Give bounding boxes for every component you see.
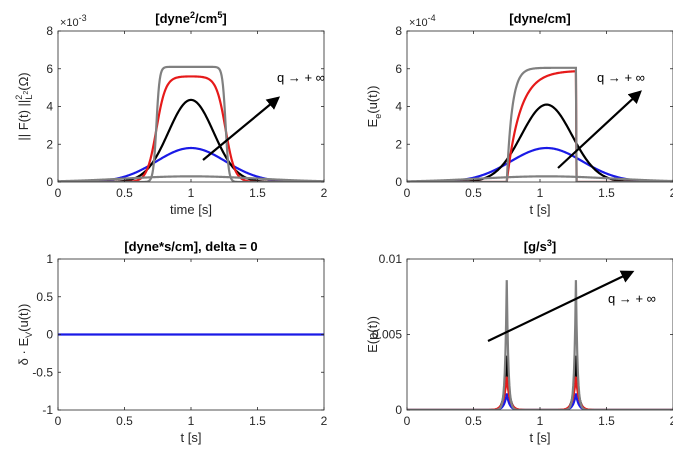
chart-title: [g/s3] — [524, 238, 556, 254]
series-line-3 — [407, 70, 673, 182]
x-tick-label: 0.5 — [116, 414, 133, 428]
y-axis-label: E(p(t)) — [365, 316, 380, 353]
x-axis-label: t [s] — [530, 202, 551, 217]
y-axis-label: δ · EV(u(t)) — [16, 304, 34, 366]
x-tick-label: 1.5 — [598, 186, 615, 200]
x-tick-label: 2 — [670, 186, 673, 200]
annotation-label: q → + ∞ — [597, 70, 645, 85]
chart-title: [dyne/cm] — [509, 11, 570, 26]
chart-panel-4: 0 0.5 1 1.5 2 0 0.005 0.01 [g/s3] t [s] E(p(t)) q →… — [365, 238, 673, 445]
series-line-2 — [58, 98, 324, 182]
y-tick-label: 0.5 — [36, 290, 53, 304]
x-tick-label: 1.5 — [249, 186, 266, 200]
y-tick-label: 8 — [46, 24, 53, 38]
annotation-label: q → + ∞ — [277, 70, 325, 85]
series-line-2 — [407, 355, 673, 410]
series-line-4 — [58, 65, 324, 182]
chart-title: [dyne*s/cm], delta = 0 — [124, 239, 257, 254]
x-tick-label: 1.5 — [249, 414, 266, 428]
y-tick-label: 8 — [395, 24, 402, 38]
x-tick-label: 0 — [404, 414, 411, 428]
y-axis-label: Ee(u(t)) — [365, 86, 383, 128]
series-line-3 — [58, 75, 324, 182]
x-tick-label: 1 — [188, 186, 195, 200]
y-tick-label: 2 — [395, 137, 402, 151]
y-tick-label: 6 — [46, 62, 53, 76]
x-tick-label: 2 — [321, 414, 328, 428]
y-tick-label: 6 — [395, 62, 402, 76]
x-tick-label: 0.5 — [116, 186, 133, 200]
y-tick-label: 0 — [46, 175, 53, 189]
y-tick-label: -0.5 — [32, 365, 53, 379]
x-tick-label: 0 — [55, 186, 62, 200]
y-exponent-label: ×10-3 — [60, 13, 87, 29]
y-tick-label: 0.005 — [372, 328, 402, 342]
y-tick-label: 4 — [395, 100, 402, 114]
axes-frame — [57, 30, 325, 183]
x-axis-label: t [s] — [181, 430, 202, 445]
x-tick-label: 1 — [537, 414, 544, 428]
y-tick-label: 0 — [395, 175, 402, 189]
x-tick-label: 0.5 — [465, 186, 482, 200]
y-tick-label: 1 — [46, 252, 53, 266]
y-tick-label: 0 — [46, 328, 53, 342]
series-line-4 — [407, 66, 673, 182]
x-tick-label: 2 — [670, 414, 673, 428]
series-line-2 — [407, 103, 673, 182]
trend-arrow — [557, 90, 642, 169]
trend-arrow — [487, 270, 635, 342]
x-axis-label: t [s] — [530, 430, 551, 445]
y-exponent-label: ×10-4 — [409, 13, 436, 29]
y-tick-label: -1 — [42, 403, 53, 417]
y-tick-label: 2 — [46, 137, 53, 151]
chart-title: [dyne2/cm5] — [155, 10, 226, 26]
chart-panel-3: 0 0.5 1 1.5 2 -1 -0.5 0 0.5 1 [dyne*s/cm], delta =… — [16, 239, 328, 445]
axes-frame — [406, 258, 673, 411]
x-tick-label: 1 — [537, 186, 544, 200]
y-axis-label: || F(t) ||2L2(Ω) — [14, 72, 34, 140]
x-tick-label: 1 — [188, 414, 195, 428]
trend-arrow — [202, 96, 281, 161]
series-line-3 — [407, 376, 673, 410]
chart-panel-2: 0 0.5 1 1.5 2 0 2 4 6 8 ×10-4 [dyne/cm] t [s] Ee(u(t)… — [365, 11, 673, 217]
annotation-label: q → + ∞ — [608, 291, 656, 306]
chart-panel-1: 0 0.5 1 1.5 2 0 2 4 6 8 ×10-3 [dyne2/cm5] time [s] ||… — [14, 10, 328, 217]
x-tick-label: 0.5 — [465, 414, 482, 428]
y-tick-label: 0 — [395, 403, 402, 417]
x-tick-label: 1.5 — [598, 414, 615, 428]
y-tick-label: 0.01 — [379, 252, 403, 266]
series-line-5 — [407, 175, 673, 182]
x-tick-label: 0 — [55, 414, 62, 428]
x-tick-label: 0 — [404, 186, 411, 200]
x-tick-label: 2 — [321, 186, 328, 200]
series-line-5 — [58, 175, 324, 182]
y-tick-label: 4 — [46, 100, 53, 114]
x-axis-label: time [s] — [170, 202, 212, 217]
